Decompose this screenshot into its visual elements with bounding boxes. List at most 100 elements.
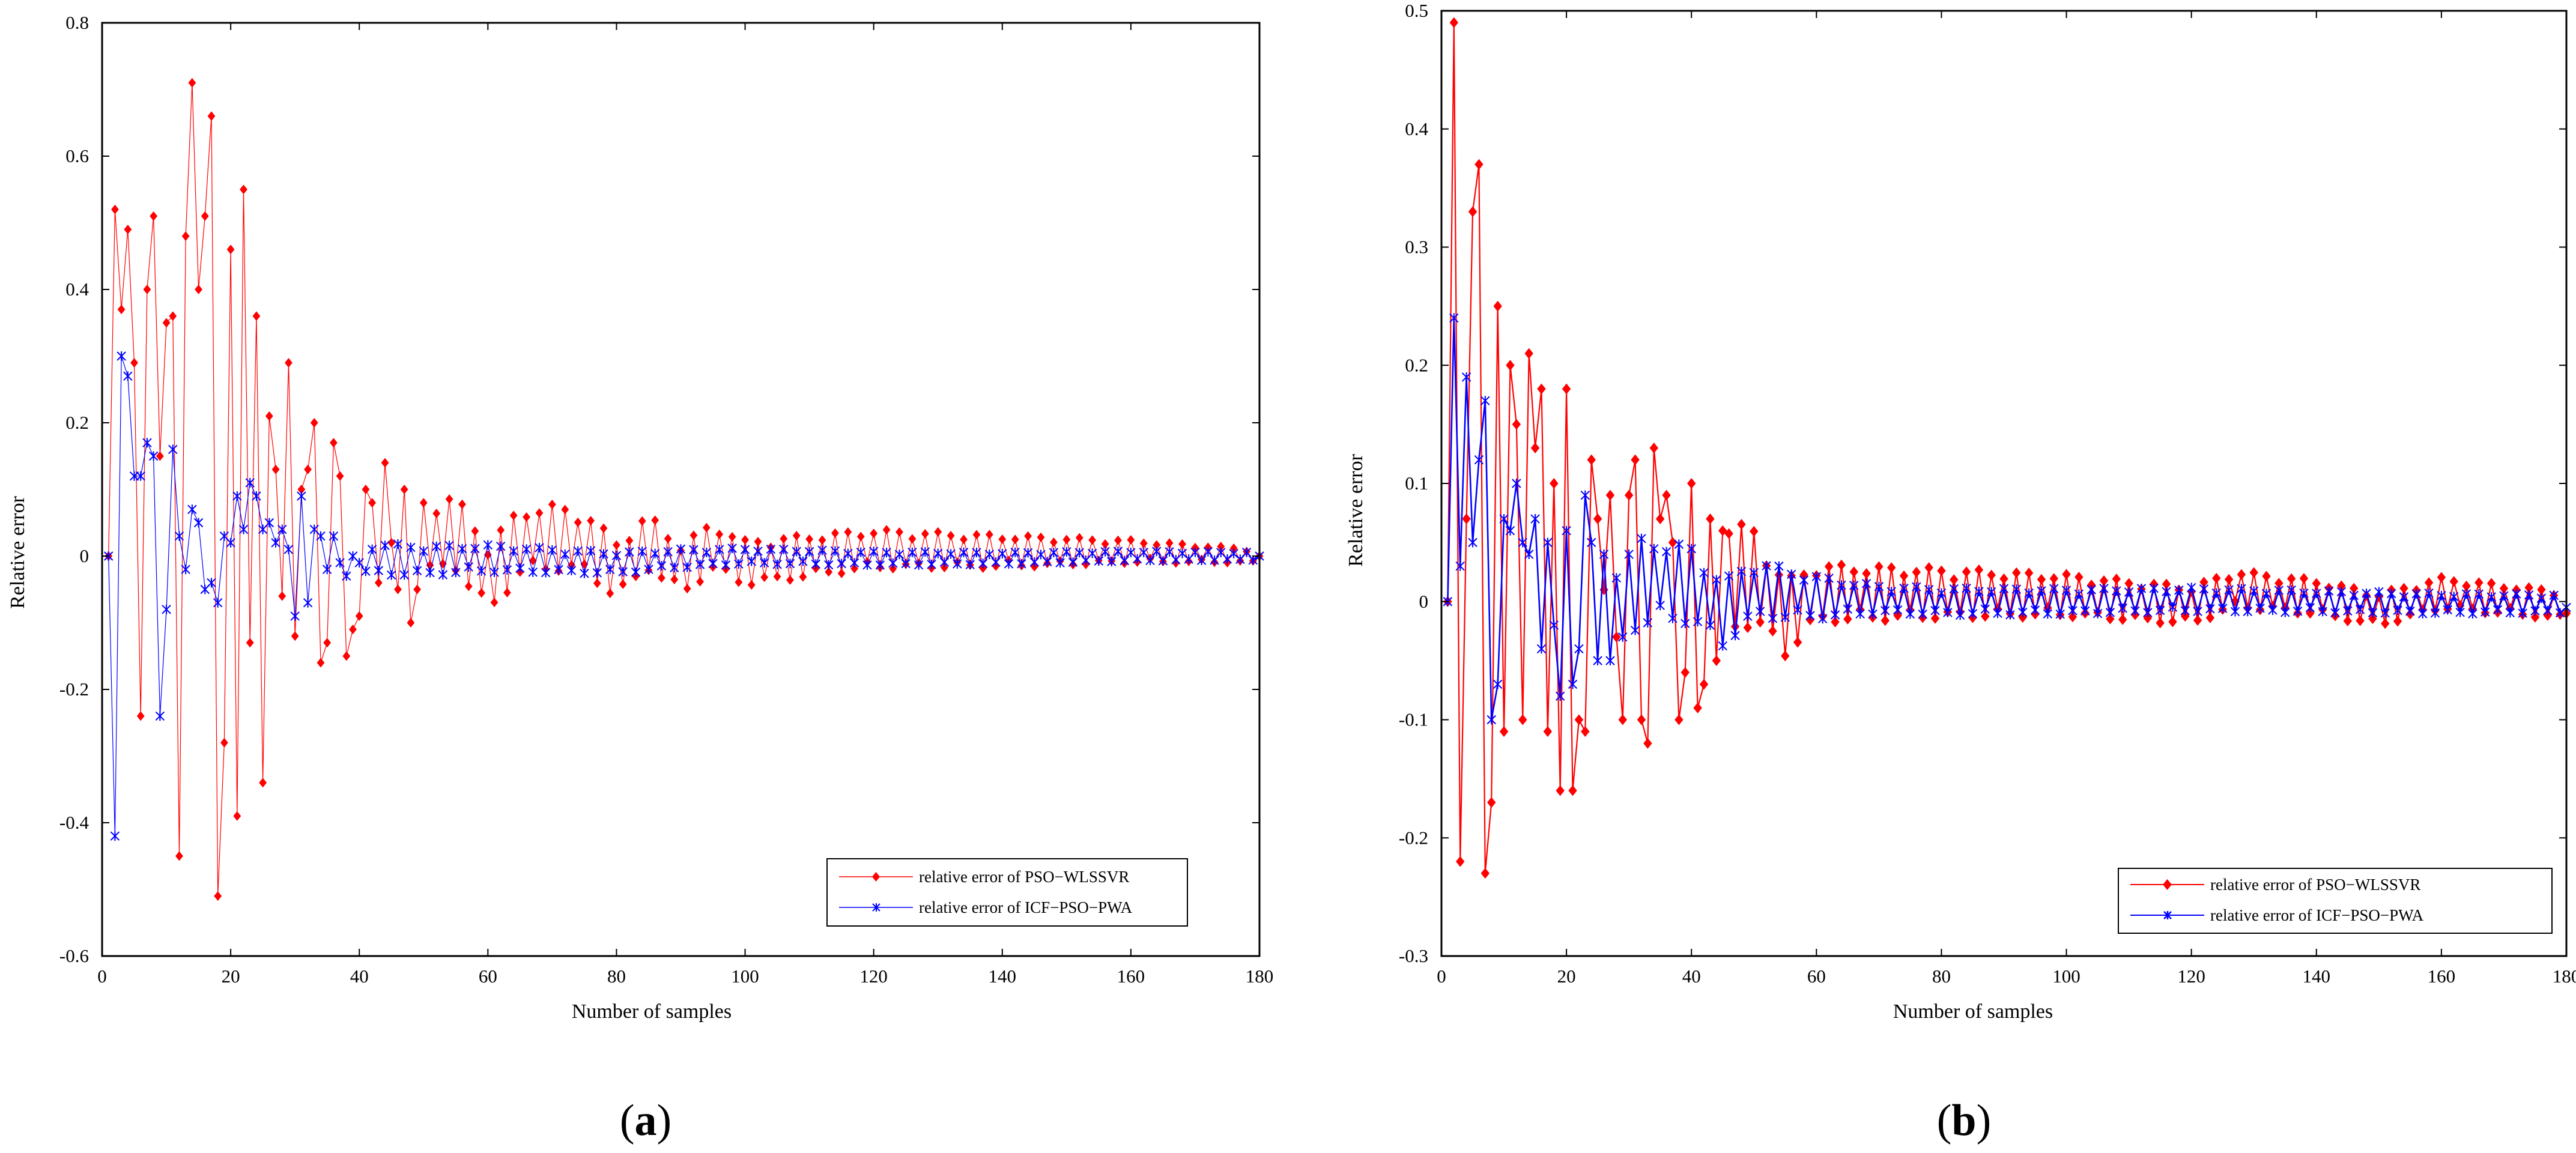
- y-axis-label-b: Relative error: [1345, 453, 1367, 567]
- x-tick-label-b-9: 180: [2553, 966, 2576, 987]
- data-point-0-b-12: [1518, 714, 1527, 725]
- data-point-1-b-91: [2011, 584, 2022, 595]
- x-tick-label-a-6: 120: [859, 966, 888, 987]
- data-point-1-a-98: [734, 559, 744, 569]
- x-tick-label-a-1: 20: [222, 966, 240, 987]
- data-point-0-b-108: [2118, 614, 2127, 625]
- data-point-1-b-84: [1968, 608, 1978, 619]
- data-point-1-b-130: [2255, 603, 2265, 613]
- data-point-1-a-52: [438, 570, 448, 580]
- data-point-1-a-51: [431, 541, 441, 551]
- data-point-0-a-32: [310, 418, 318, 428]
- data-point-1-a-1: [110, 831, 120, 841]
- data-point-1-a-100: [747, 556, 756, 566]
- data-point-0-a-108: [799, 572, 807, 582]
- data-point-0-b-69: [1874, 561, 1884, 572]
- data-point-0-b-6: [1480, 868, 1490, 879]
- data-point-1-a-130: [939, 557, 950, 567]
- ticks-a: 0 20 40 60 80 100 120 140 160 180 -0.6 -0.4 -0.2 0 0.2…: [59, 12, 1273, 987]
- data-point-0-a-25: [265, 411, 273, 421]
- data-point-0-b-152: [2393, 616, 2402, 627]
- data-point-1-b-40: [1693, 617, 1703, 627]
- data-point-0-a-137: [985, 530, 993, 540]
- data-point-1-b-11: [1512, 479, 1521, 488]
- data-point-1-a-26: [271, 537, 280, 548]
- data-point-0-a-6: [143, 285, 151, 294]
- data-point-0-a-163: [1153, 540, 1161, 550]
- data-point-1-a-132: [953, 558, 962, 569]
- data-point-0-b-46: [1730, 621, 1740, 632]
- data-point-1-a-87: [663, 546, 673, 557]
- x-tick-label-b-8: 160: [2428, 966, 2456, 987]
- data-point-1-a-23: [252, 491, 261, 501]
- data-point-1-a-46: [399, 570, 409, 580]
- data-point-1-a-56: [464, 562, 473, 572]
- y-tick-label-b-8: 0.5: [1405, 0, 1428, 21]
- data-point-1-a-69: [547, 545, 557, 555]
- data-point-1-a-64: [515, 563, 525, 573]
- data-point-1-b-169: [2499, 591, 2509, 601]
- panel-label-a-close: ): [657, 1096, 672, 1145]
- data-point-1-a-171: [1203, 546, 1213, 557]
- data-point-1-b-123: [2211, 588, 2221, 598]
- data-point-1-a-118: [862, 560, 872, 570]
- data-point-0-b-70: [1880, 615, 1890, 626]
- data-point-1-a-113: [830, 546, 840, 556]
- legend-label-pso-wlssvr-a: relative error of PSO−WLSSVR: [919, 868, 1129, 886]
- data-point-1-a-67: [535, 542, 544, 552]
- y-tick-label-b-1: -0.2: [1399, 827, 1428, 848]
- data-point-0-a-24: [259, 778, 267, 788]
- data-point-1-b-136: [2293, 606, 2303, 616]
- data-point-0-b-77: [1924, 562, 1933, 573]
- data-point-0-a-147: [1050, 537, 1058, 548]
- data-point-1-a-105: [779, 544, 789, 554]
- data-point-0-a-161: [1139, 538, 1148, 548]
- data-point-0-a-93: [702, 522, 711, 533]
- data-point-1-b-16: [1543, 537, 1553, 548]
- data-point-1-b-174: [2530, 606, 2540, 616]
- data-point-1-a-114: [837, 558, 846, 569]
- data-point-1-a-21: [238, 524, 249, 534]
- data-point-0-a-49: [419, 498, 428, 508]
- data-point-0-b-3: [1462, 513, 1471, 525]
- data-point-1-b-131: [2261, 589, 2271, 599]
- series-1-b: [1443, 313, 2571, 725]
- data-point-0-a-10: [169, 311, 177, 321]
- data-point-0-b-8: [1493, 300, 1502, 312]
- data-point-1-a-27: [277, 524, 287, 534]
- x-tick-label-a-2: 40: [350, 966, 369, 987]
- data-point-1-b-32: [1643, 618, 1653, 628]
- data-point-1-b-119: [2186, 583, 2196, 593]
- data-point-1-a-135: [972, 548, 981, 558]
- x-tick-label-b-2: 40: [1682, 966, 1701, 987]
- data-point-0-a-86: [657, 573, 665, 583]
- data-point-1-a-155: [1100, 546, 1110, 557]
- data-point-0-a-53: [445, 494, 453, 504]
- data-point-1-b-104: [2093, 608, 2103, 619]
- data-point-0-a-77: [599, 523, 608, 533]
- data-point-0-b-32: [1643, 737, 1652, 749]
- data-point-0-b-21: [1574, 714, 1584, 725]
- data-point-1-b-115: [2162, 587, 2171, 597]
- data-point-1-a-3: [123, 371, 133, 381]
- data-point-1-a-50: [425, 567, 435, 578]
- data-point-1-a-165: [1165, 546, 1174, 557]
- data-point-0-b-96: [2043, 602, 2052, 614]
- data-point-1-a-25: [264, 518, 274, 528]
- data-point-1-b-109: [2124, 587, 2134, 597]
- data-point-1-b-149: [2374, 587, 2384, 597]
- data-point-1-a-86: [656, 561, 667, 571]
- data-point-1-a-99: [740, 545, 750, 555]
- data-point-0-b-25: [1599, 584, 1608, 596]
- data-point-1-b-97: [2049, 584, 2059, 594]
- data-point-0-a-92: [696, 576, 705, 587]
- data-point-1-a-6: [142, 438, 152, 448]
- data-point-1-b-128: [2243, 607, 2253, 617]
- data-point-0-a-106: [786, 575, 794, 585]
- data-point-0-a-167: [1178, 539, 1186, 549]
- panel-label-b-close: ): [1977, 1096, 1992, 1145]
- data-point-1-b-155: [2411, 589, 2421, 599]
- data-point-1-b-79: [1936, 588, 1947, 598]
- data-point-1-b-12: [1518, 537, 1527, 548]
- data-point-1-b-39: [1687, 543, 1696, 554]
